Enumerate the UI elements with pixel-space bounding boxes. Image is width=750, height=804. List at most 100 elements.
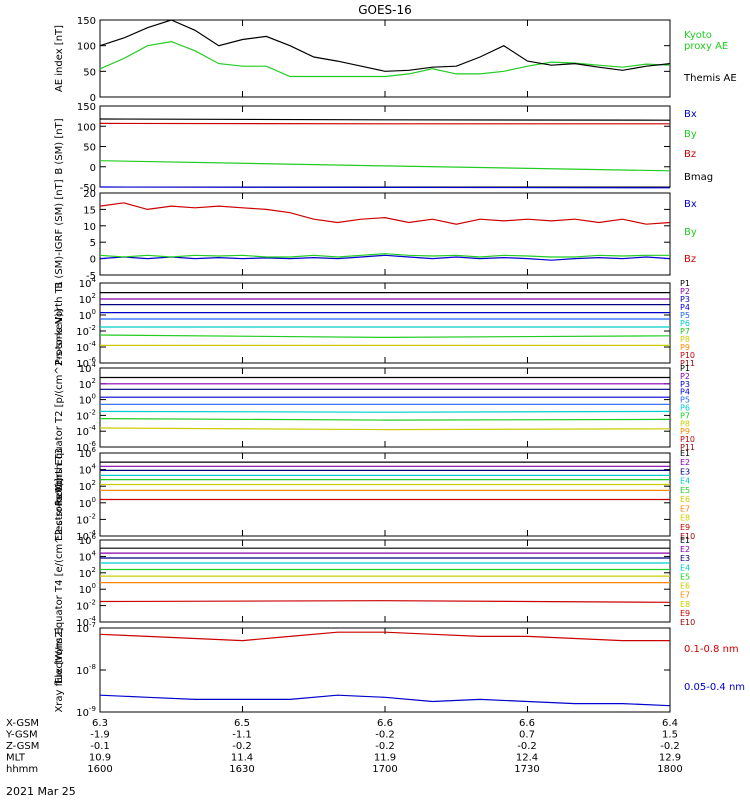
legend-entry: E3 [680, 467, 690, 476]
ephemeris-value: -0.1 [90, 741, 110, 752]
ephemeris-value: 12.9 [659, 753, 681, 764]
ephemeris-value: -1.1 [232, 730, 252, 741]
panel-frame [100, 20, 670, 97]
y-tick-label: 15 [83, 205, 96, 216]
legend-entry: Bmag [684, 172, 713, 183]
plot-title: GOES-16 [358, 3, 412, 17]
legend-entry: E1 [680, 536, 690, 545]
legend-entry: By [684, 227, 697, 238]
series-line-p6 [100, 411, 670, 412]
legend-entry: E4 [680, 477, 690, 486]
ephemeris-value: 1.5 [662, 730, 678, 741]
y-tick-label: 50 [83, 143, 96, 154]
legend-entry: E2 [680, 458, 690, 467]
y-tick-label: 106 [79, 533, 97, 547]
y-tick-label: 102 [79, 479, 96, 493]
series-line-p7 [100, 419, 670, 421]
y-tick-label: 10-2 [76, 324, 96, 338]
ephemeris-label: X-GSM [6, 718, 39, 729]
panel-frame [100, 106, 670, 187]
series-line-p7 [100, 335, 670, 337]
series-line-bx [100, 187, 670, 188]
ephemeris-value: 6.4 [662, 718, 678, 729]
y-tick-label: 100 [77, 42, 96, 53]
panel-frame [100, 283, 670, 363]
legend-entry: E9 [680, 523, 690, 532]
ephemeris-value: 11.9 [374, 753, 396, 764]
legend-entry: E5 [680, 486, 690, 495]
ephemeris-value: 1700 [372, 764, 397, 775]
y-tick-label: 104 [79, 549, 97, 563]
panel-frame [100, 193, 670, 275]
ephemeris-value: 11.4 [231, 753, 253, 764]
ephemeris-label: Y-GSM [5, 730, 38, 741]
legend-entry: E8 [680, 600, 690, 609]
y-tick-label: 10 [83, 222, 96, 233]
y-axis-label: B (SM) [nT] [54, 118, 65, 174]
y-tick-label: 106 [79, 446, 97, 460]
date-label: 2021 Mar 25 [6, 785, 76, 798]
y-tick-label: 20 [83, 189, 96, 200]
series-line-p8 [100, 428, 670, 430]
legend-entry: Bx [684, 199, 697, 210]
ephemeris-value: 0.7 [519, 730, 535, 741]
ephemeris-value: 6.6 [519, 718, 535, 729]
ephemeris-value: 1730 [514, 764, 539, 775]
legend-entry: Bz [684, 254, 696, 265]
series-line-by [100, 161, 670, 171]
legend-entry: E8 [680, 514, 690, 523]
series-line-bz [100, 203, 670, 224]
y-tick-label: 0 [90, 163, 96, 174]
y-tick-label: 104 [79, 463, 97, 477]
y-axis-label: Xray flux [W/m2] [54, 627, 65, 712]
legend-entry: proxy AE [684, 41, 728, 52]
panel-frame [100, 453, 670, 536]
y-tick-label: 100 [79, 496, 96, 510]
y-tick-label: 100 [79, 582, 96, 596]
y-tick-label: 102 [79, 377, 96, 391]
ephemeris-value: -0.2 [517, 741, 537, 752]
legend-entry: E4 [680, 563, 690, 572]
y-tick-label: 10-8 [76, 663, 96, 677]
legend-entry: E10 [680, 618, 695, 627]
ephemeris-value: 1800 [657, 764, 682, 775]
legend-entry: E2 [680, 545, 690, 554]
ephemeris-value: 1600 [87, 764, 112, 775]
ephemeris-value: -0.2 [660, 741, 680, 752]
ephemeris-value: -1.9 [90, 730, 110, 741]
legend-entry: E9 [680, 609, 690, 618]
y-tick-label: 10-9 [76, 705, 96, 719]
y-tick-label: 100 [77, 122, 96, 133]
y-axis-label: B (SM)-IGRF (SM) [nT] [54, 179, 65, 288]
y-tick-label: 10-7 [76, 621, 96, 635]
legend-entry: E5 [680, 572, 690, 581]
panel-frame [100, 540, 670, 622]
legend-entry: 0.05-0.4 nm [684, 682, 745, 693]
ephemeris-value: 6.3 [92, 718, 108, 729]
ephemeris-label: MLT [6, 753, 26, 764]
series-line-bmag [100, 119, 670, 120]
legend-entry: E6 [680, 582, 690, 591]
y-tick-label: 102 [79, 566, 96, 580]
legend-entry: E7 [680, 504, 690, 513]
ephemeris-value: -0.2 [375, 741, 395, 752]
y-tick-label: 150 [77, 16, 96, 27]
y-tick-label: 150 [77, 102, 96, 113]
y-tick-label: 104 [79, 361, 97, 375]
legend-entry: E1 [680, 449, 690, 458]
y-tick-label: 102 [79, 292, 96, 306]
ephemeris-value: -0.2 [375, 730, 395, 741]
panel-8: 10-7 10-8 10-9 Xray flux [W/m2] [54, 621, 670, 719]
ephemeris-value: 12.4 [516, 753, 538, 764]
y-tick-label: 50 [83, 67, 96, 78]
y-tick-label: 10-4 [76, 424, 96, 438]
legend-entry: By [684, 129, 697, 140]
